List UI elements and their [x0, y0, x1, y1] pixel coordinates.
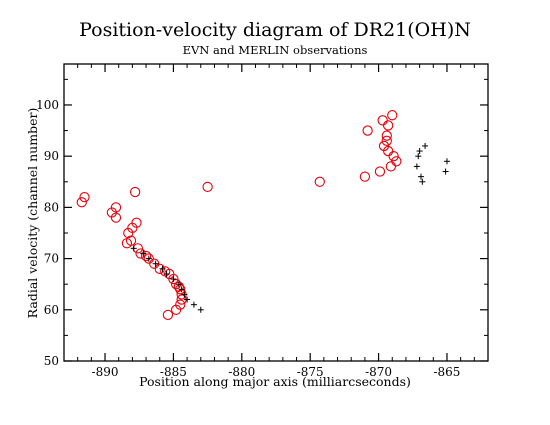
data-point-plus [181, 291, 188, 298]
data-point-circle [76, 197, 87, 208]
data-point-plus [197, 306, 204, 313]
data-point-plus [152, 260, 159, 267]
y-tick-label: 50 [44, 354, 59, 368]
data-point-circle [383, 120, 394, 131]
y-tick-label: 70 [44, 252, 59, 266]
data-point-circle [359, 171, 371, 182]
data-point-circle [202, 181, 213, 193]
data-point-plus [443, 158, 450, 165]
chart-title: Position-velocity diagram of DR21(OH)N [79, 19, 471, 41]
data-point-circle [388, 151, 399, 162]
data-point-circle [381, 130, 392, 141]
data-point-circle [381, 135, 392, 146]
x-tick-label: -880 [228, 365, 255, 379]
data-point-plus [175, 281, 182, 288]
data-point-plus [145, 255, 152, 262]
data-point-plus [417, 173, 424, 180]
data-point-circle [362, 125, 373, 136]
data-point-circle [377, 115, 388, 126]
data-point-circle [171, 304, 182, 315]
data-point-circle [314, 176, 325, 187]
data-point-circle [387, 110, 398, 121]
data-point-circle [110, 202, 122, 213]
data-point-plus [419, 178, 426, 185]
data-point-circle [391, 156, 402, 167]
data-point-plus [416, 148, 423, 155]
major-ticks [64, 64, 488, 362]
data-point-plus [159, 265, 166, 272]
x-tick-label: -890 [92, 365, 119, 379]
x-axis-label: Position along major axis (milliarcsecon… [139, 374, 411, 389]
x-tick-label: -885 [160, 365, 187, 379]
plot-frame [63, 63, 489, 362]
data-point-plus [178, 286, 185, 293]
data-point-plus [170, 276, 177, 283]
data-point-plus [415, 153, 422, 160]
data-point-circle [110, 212, 122, 223]
x-tick-labels: -890 -885 -880 -875 -870 -865 [92, 365, 461, 379]
data-point-plus [442, 168, 449, 175]
y-tick-label: 80 [44, 200, 59, 214]
data-point-circle [125, 235, 137, 246]
x-tick-label: -870 [365, 365, 392, 379]
y-tick-label: 60 [44, 303, 59, 317]
data-point-circle [374, 166, 386, 177]
x-tick-label: -865 [433, 365, 460, 379]
data-point-plus [184, 296, 191, 303]
chart-subtitle: EVN and MERLIN observations [183, 43, 368, 57]
y-tick-labels: 50 60 70 80 90 100 [36, 98, 59, 368]
data-point-circle [79, 191, 90, 203]
data-point-circle [140, 250, 152, 262]
data-point-plus [130, 245, 137, 252]
data-point-circle [131, 217, 142, 228]
y-tick-label: 90 [44, 149, 59, 163]
data-point-plus [140, 250, 147, 257]
minor-ticks [63, 64, 489, 361]
y-tick-label: 100 [36, 98, 59, 112]
data-point-circle [149, 258, 160, 269]
data-point-plus [190, 301, 197, 308]
data-point-circle [385, 161, 397, 172]
x-tick-label: -875 [297, 365, 324, 379]
data-point-circle [175, 284, 186, 295]
data-point-plus [413, 163, 420, 170]
data-point-circle [143, 253, 154, 264]
data-point-circle [162, 309, 174, 321]
data-point-circle [129, 186, 141, 198]
data-point-circle [168, 273, 179, 285]
data-point-circle [383, 145, 394, 157]
plot-marks [76, 110, 450, 321]
data-point-plus [163, 270, 170, 277]
data-point-plus [422, 142, 429, 149]
y-axis-label: Radial velocity (channel number) [25, 108, 40, 319]
